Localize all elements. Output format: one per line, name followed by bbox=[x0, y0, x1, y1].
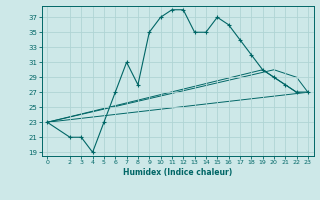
X-axis label: Humidex (Indice chaleur): Humidex (Indice chaleur) bbox=[123, 168, 232, 177]
